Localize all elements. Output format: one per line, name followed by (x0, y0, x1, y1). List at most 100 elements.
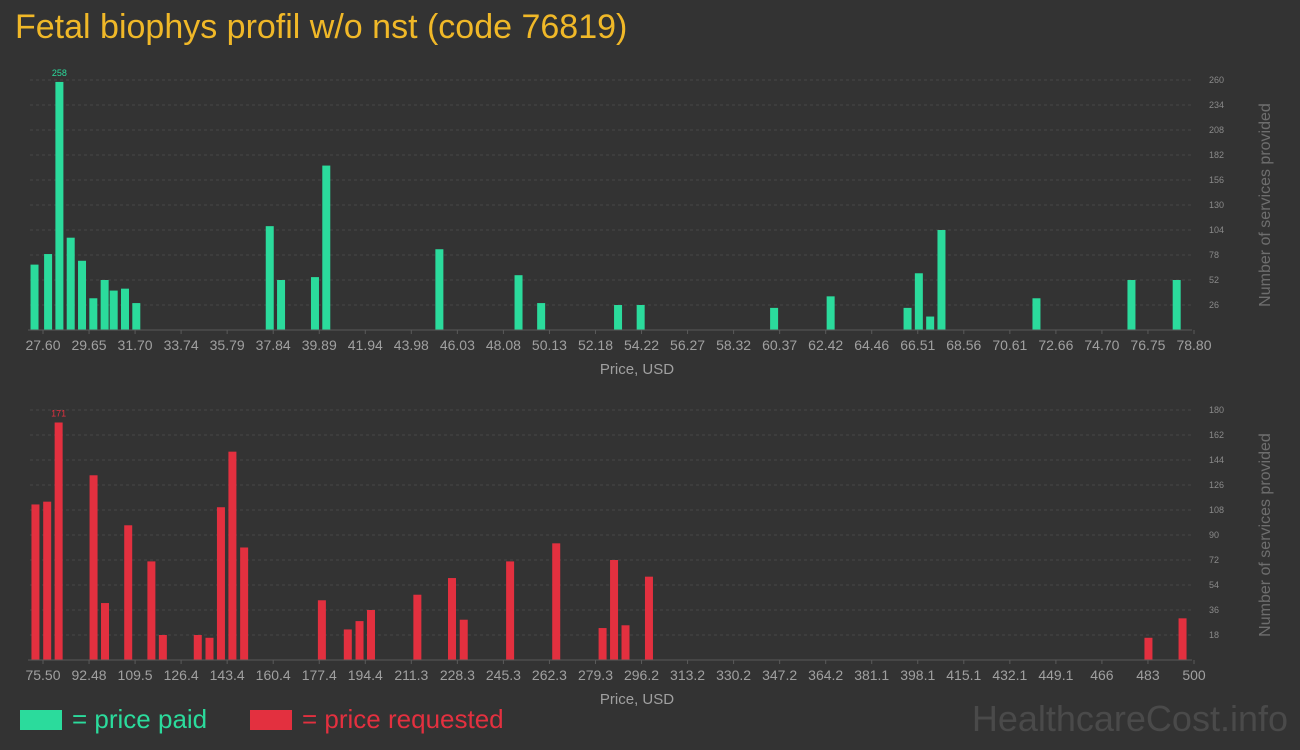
bar (448, 578, 457, 660)
max-value-label: 258 (52, 68, 67, 78)
x-tick-label: 64.46 (854, 337, 889, 353)
x-tick-label: 39.89 (302, 337, 337, 353)
x-tick-label: 279.3 (578, 667, 613, 683)
bar (366, 610, 375, 660)
bar (89, 475, 98, 660)
x-tick-label: 37.84 (256, 337, 291, 353)
bar (926, 316, 935, 330)
x-tick-label: 68.56 (946, 337, 981, 353)
y-tick-label: 260 (1209, 75, 1224, 85)
bar (514, 275, 523, 330)
y-tick-label: 180 (1209, 405, 1224, 415)
bar (109, 290, 118, 330)
x-tick-label: 60.37 (762, 337, 797, 353)
bar (552, 543, 561, 660)
bar (277, 280, 286, 330)
bar (78, 260, 87, 330)
x-tick-label: 228.3 (440, 667, 475, 683)
x-axis-label: Price, USD (600, 361, 674, 378)
y-tick-label: 26 (1209, 300, 1219, 310)
y-tick-label: 90 (1209, 530, 1219, 540)
x-tick-label: 109.5 (118, 667, 153, 683)
bar (1172, 280, 1181, 330)
bar (240, 547, 249, 660)
bar (193, 635, 202, 660)
x-tick-label: 483 (1136, 667, 1160, 683)
bar (54, 422, 63, 660)
legend-paid-label: = price paid (72, 704, 208, 734)
bar (621, 625, 630, 660)
x-tick-label: 364.2 (808, 667, 843, 683)
bar (1032, 298, 1041, 330)
x-tick-label: 29.65 (72, 337, 107, 353)
y-axis-label: Number of services provided (1257, 433, 1274, 637)
bar (1127, 280, 1136, 330)
bar (598, 628, 607, 660)
y-tick-label: 78 (1209, 250, 1219, 260)
y-tick-label: 208 (1209, 125, 1224, 135)
x-tick-label: 211.3 (394, 667, 428, 683)
bar (355, 621, 364, 660)
x-tick-label: 75.50 (25, 667, 60, 683)
y-tick-label: 18 (1209, 630, 1219, 640)
x-tick-label: 31.70 (118, 337, 153, 353)
x-tick-label: 126.4 (164, 667, 199, 683)
bar (903, 307, 912, 330)
legend-requested-label: = price requested (302, 704, 504, 734)
x-tick-label: 43.98 (394, 337, 429, 353)
bar (158, 635, 167, 660)
chart-title: Fetal biophys profil w/o nst (code 76819… (15, 8, 628, 46)
bar (120, 288, 129, 330)
y-tick-label: 182 (1209, 150, 1224, 160)
y-tick-label: 108 (1209, 505, 1224, 515)
x-tick-label: 66.51 (900, 337, 935, 353)
bar (228, 451, 237, 660)
bar (100, 280, 109, 330)
bar (317, 600, 326, 660)
x-tick-label: 78.80 (1176, 337, 1211, 353)
legend-paid-swatch (20, 710, 62, 730)
x-tick-label: 381.1 (854, 667, 889, 683)
bar (44, 254, 53, 330)
x-tick-label: 177.4 (302, 667, 337, 683)
x-tick-label: 330.2 (716, 667, 751, 683)
x-tick-label: 160.4 (256, 667, 291, 683)
bar (770, 307, 779, 330)
bar (937, 230, 946, 330)
bar (265, 226, 274, 330)
price-paid-chart: 26 52 78 104 130 156 182 208 234 260 258 27.60 29.65… (25, 68, 1274, 378)
bar (826, 296, 835, 330)
bar (914, 273, 923, 330)
x-tick-label: 398.1 (900, 667, 935, 683)
bar (205, 637, 214, 660)
x-tick-label: 48.08 (486, 337, 521, 353)
bar (1178, 618, 1187, 660)
x-tick-label: 296.2 (624, 667, 659, 683)
bar (506, 561, 515, 660)
bar (124, 525, 133, 660)
y-tick-label: 54 (1209, 580, 1219, 590)
bar (30, 264, 39, 330)
y-tick-label: 36 (1209, 605, 1219, 615)
x-tick-label: 432.1 (992, 667, 1027, 683)
x-axis-label: Price, USD (600, 691, 674, 708)
bar (147, 561, 156, 660)
bar (610, 560, 619, 660)
x-tick-label: 58.32 (716, 337, 751, 353)
bar (310, 277, 319, 330)
x-tick-label: 50.13 (532, 337, 567, 353)
x-tick-label: 52.18 (578, 337, 613, 353)
x-tick-label: 262.3 (532, 667, 567, 683)
x-tick-label: 415.1 (946, 667, 981, 683)
legend-requested-swatch (250, 710, 292, 730)
bar (644, 576, 653, 660)
bar (435, 249, 444, 330)
bar (216, 507, 225, 660)
x-tick-label: 313.2 (670, 667, 705, 683)
bar (89, 298, 98, 330)
x-tick-label: 92.48 (72, 667, 107, 683)
bar (55, 81, 64, 330)
y-tick-label: 156 (1209, 175, 1224, 185)
x-tick-label: 194.4 (348, 667, 383, 683)
x-tick-label: 500 (1182, 667, 1206, 683)
